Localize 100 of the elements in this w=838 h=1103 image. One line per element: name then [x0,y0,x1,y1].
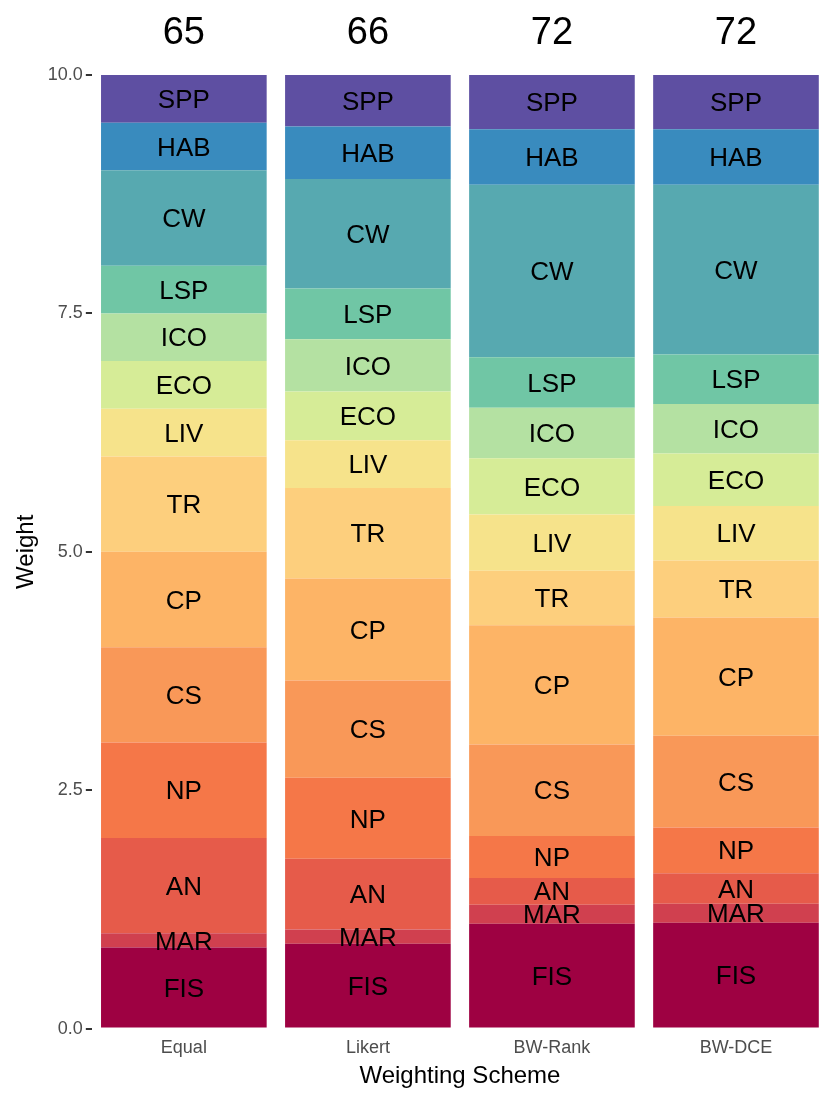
text: CP [349,614,386,645]
x-tick-label: Likert [345,1037,390,1058]
text: ECO [339,401,397,432]
bar [101,122,267,171]
text: CW [530,256,574,287]
bar [101,742,267,838]
x-tick-label: Equal [160,1037,207,1058]
bar [469,625,635,745]
bar [285,777,451,859]
text: LSP [527,367,577,398]
text: 65 [162,10,205,53]
text: MAR [339,921,397,952]
bar [469,129,635,185]
x-tick-label: BW-DCE [699,1037,773,1058]
text: CW [346,218,390,249]
text: NP [717,835,755,866]
bar [285,288,451,340]
bar [469,75,635,130]
text: 72 [714,10,758,53]
bar [285,75,451,127]
bar [101,75,267,123]
text: CS [349,714,386,745]
bar [469,407,635,459]
y-tick-label: 10.0 [47,63,83,84]
text: LIV [532,527,572,558]
text: LIV [716,518,756,549]
x-tick-label: BW-Rank [513,1037,592,1058]
text: SPP [709,87,762,118]
text: CP [533,670,570,700]
y-tick-label: 7.5 [57,302,83,323]
bar [653,922,819,1028]
text: ECO [523,471,581,502]
bar [285,487,451,579]
bar [101,456,267,552]
series-label: LSP [159,274,209,305]
text: FIS [531,960,573,991]
bar [469,877,635,905]
text: 66 [346,10,390,53]
bar [285,391,451,441]
text: MAR [154,925,213,956]
series-label: LIV [164,417,205,448]
text: CS [717,766,755,797]
x-axis-title: Weighting Scheme [359,1061,561,1089]
bar [469,458,635,515]
text: CW [714,254,758,285]
y-axis-title: Weight [11,514,39,589]
bar [285,578,451,681]
series-label: FIS [163,972,205,1003]
text: TR [350,518,386,549]
bar [469,184,635,358]
bar [653,506,819,561]
text: FIS [715,960,757,991]
text: 72 [530,10,574,53]
bar [101,170,267,266]
bar [285,178,451,289]
bar [469,514,635,571]
series-label: CP [165,584,202,615]
bar [101,837,267,934]
text: LIV [348,449,388,480]
text: LSP [343,299,393,330]
bar [469,835,635,878]
series-label: CW [162,203,206,234]
bar [469,923,635,1028]
series-label: ECO [155,370,213,401]
bar [101,361,267,409]
text: FIS [347,970,389,1001]
text: HAB [709,142,763,173]
bar [285,858,451,930]
series-label: ICO [160,322,207,353]
bar [653,873,819,904]
bar [653,617,819,736]
bar [653,560,819,618]
bar [285,126,451,179]
y-tick-label: 5.0 [57,540,83,561]
bar [653,354,819,404]
series-label: SPP [157,84,210,115]
bar [653,75,819,130]
bar [469,357,635,408]
bar [285,440,451,488]
text: SPP [341,85,394,116]
text: AN [349,879,386,910]
bar [653,735,819,828]
y-tick-label: 0.0 [57,1017,83,1038]
bar [101,313,267,362]
text: ECO [707,464,765,495]
series-label: HAB [157,131,211,162]
text: HAB [525,142,579,173]
text: CP [717,661,755,692]
bar [653,403,819,454]
bar [101,647,267,743]
series-label: CS [533,775,570,806]
text: HAB [341,137,395,168]
series-label: TR [534,583,570,614]
series-label: MAR [523,899,581,930]
series-label: NP [533,842,570,873]
bar [653,184,819,355]
text: TR [166,489,202,520]
text: LSP [711,364,761,395]
text: CS [165,680,202,711]
text: NP [349,803,386,834]
